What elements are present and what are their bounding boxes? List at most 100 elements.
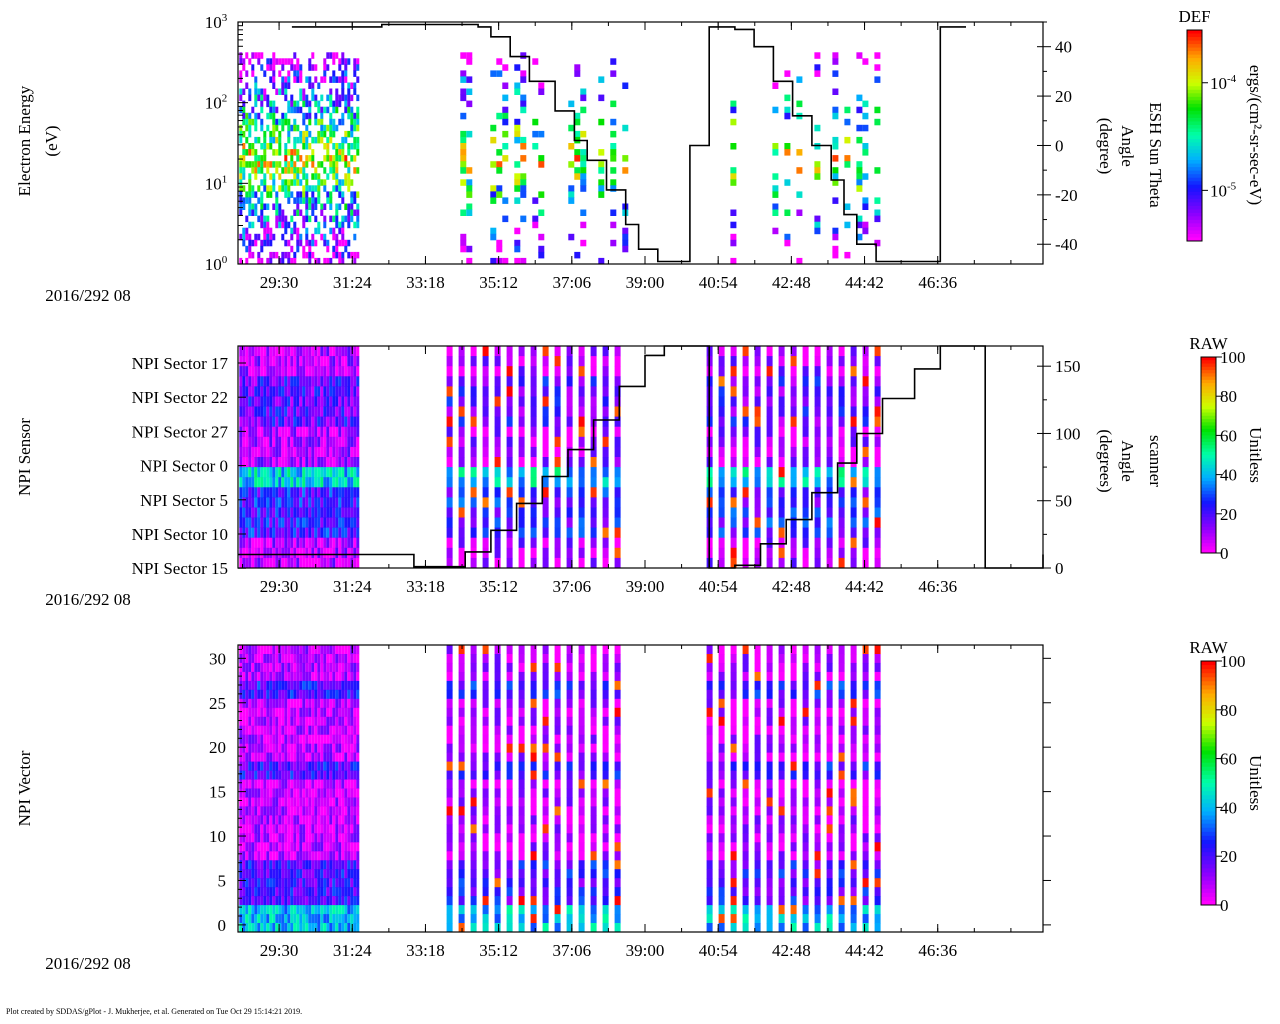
npi_vector-cell (718, 905, 725, 915)
npi_sensor-cell (458, 436, 465, 448)
npi_sensor-cell (248, 557, 252, 569)
npi_vector-cell (329, 806, 333, 816)
esh-cell (496, 149, 503, 156)
npi_vector-cell (260, 671, 264, 682)
esh-cell (332, 100, 336, 108)
esh-cell (287, 149, 291, 156)
npi_sensor-cell (293, 517, 297, 528)
npi_vector-cell (602, 779, 609, 789)
npi_sensor-cell (263, 557, 267, 569)
esh-cell (496, 161, 503, 168)
esh-cell (320, 179, 324, 186)
npi_sensor-cell (766, 346, 773, 357)
npi_vector-cell (302, 779, 306, 789)
npi_vector-cell (530, 896, 537, 906)
npi_sensor-cell (506, 386, 513, 397)
esh-cell (257, 58, 261, 65)
npi_sensor-cell (326, 376, 330, 387)
npi_sensor-cell (320, 396, 324, 407)
npi_sensor-cell (266, 487, 270, 498)
npi_sensor-cell (299, 406, 303, 417)
npi_sensor-cell (874, 426, 881, 438)
npi_vector-cell (458, 734, 465, 745)
npi_vector-cell (341, 654, 345, 664)
esh-cell (568, 100, 575, 108)
npi_sensor-cell (341, 537, 345, 549)
npi_sensor-cell (251, 356, 255, 367)
npi_sensor-cell (323, 446, 327, 458)
esh-cell (460, 233, 467, 241)
esh-cell (598, 167, 605, 174)
npi_sensor-cell (542, 356, 549, 367)
npi_sensor-cell (754, 366, 761, 377)
npi_vector-cell (742, 923, 749, 933)
npi_vector-cell (323, 743, 327, 754)
esh-cell (248, 203, 252, 210)
esh-cell (323, 179, 327, 186)
esh-cell (266, 191, 270, 198)
npi_sensor-cell (530, 547, 537, 559)
esh-cell (284, 76, 288, 83)
npi_sensor-cell (494, 507, 501, 518)
npi_sensor-cell (742, 366, 749, 377)
npi_sensor-cell (506, 477, 513, 488)
npi_vector-cell (263, 815, 267, 825)
esh-cell (248, 191, 252, 198)
npi_vector-cell (287, 860, 291, 870)
npi_sensor-cell (251, 457, 255, 468)
npi_sensor-cell (578, 396, 585, 407)
npi_sensor-cell (335, 436, 339, 448)
npi_vector-cell (542, 734, 549, 745)
npi_vector-cell (614, 860, 621, 870)
npi_vector-cell (850, 671, 857, 682)
esh-cell (520, 94, 527, 102)
npi_vector-cell (290, 698, 294, 709)
esh-cell (496, 191, 503, 198)
esh-cell (296, 100, 300, 108)
npi_vector-cell (323, 707, 327, 718)
npi_vector-cell (338, 815, 342, 825)
esh-cell (263, 179, 267, 186)
esh-cell (302, 112, 306, 120)
esh-cell (460, 245, 467, 253)
esh-cell (248, 124, 252, 132)
npi_vector-cell (590, 860, 597, 870)
npi_sensor-cell (838, 366, 845, 377)
npi_vector-cell (494, 761, 501, 771)
npi_sensor-cell (347, 346, 351, 357)
npi_vector-cell (281, 815, 285, 825)
npi_sensor-cell (470, 376, 477, 387)
esh-cell (338, 58, 342, 65)
npi_sensor-cell (446, 547, 453, 559)
esh-cell (356, 58, 360, 65)
npi_vector-cell (269, 662, 273, 673)
npi_sensor-cell (826, 547, 833, 559)
npi_sensor-cell (242, 477, 246, 488)
npi_sensor-cell (296, 457, 300, 468)
npi_vector-cell (242, 851, 246, 861)
npi_sensor-cell (730, 406, 737, 417)
npi_vector-cell (602, 654, 609, 664)
npi_vector-cell (263, 671, 267, 682)
esh-cell (610, 100, 617, 108)
npi_sensor-cell (329, 376, 333, 387)
npi_vector-cell (284, 716, 288, 727)
npi_vector-cell (590, 734, 597, 745)
npi_vector-cell (284, 815, 288, 825)
npi_sensor-cell (790, 517, 797, 528)
npi_vector-cell (356, 923, 360, 933)
npi_vector-cell (826, 824, 833, 834)
npi_sensor-cell (332, 537, 336, 549)
npi_sensor-cell (329, 346, 333, 357)
esh-cell (305, 191, 309, 198)
npi_vector-cell (341, 779, 345, 789)
npi_vector-cell (296, 761, 300, 771)
npi_vector-cell (578, 645, 585, 655)
npi_sensor-cell (742, 487, 749, 498)
esh-cell (772, 227, 779, 235)
esh-cell (248, 245, 252, 253)
npi_vector-cell (251, 716, 255, 727)
npi_sensor-cell (335, 537, 339, 549)
esh-cell (538, 245, 545, 253)
esh-cell (350, 112, 354, 120)
